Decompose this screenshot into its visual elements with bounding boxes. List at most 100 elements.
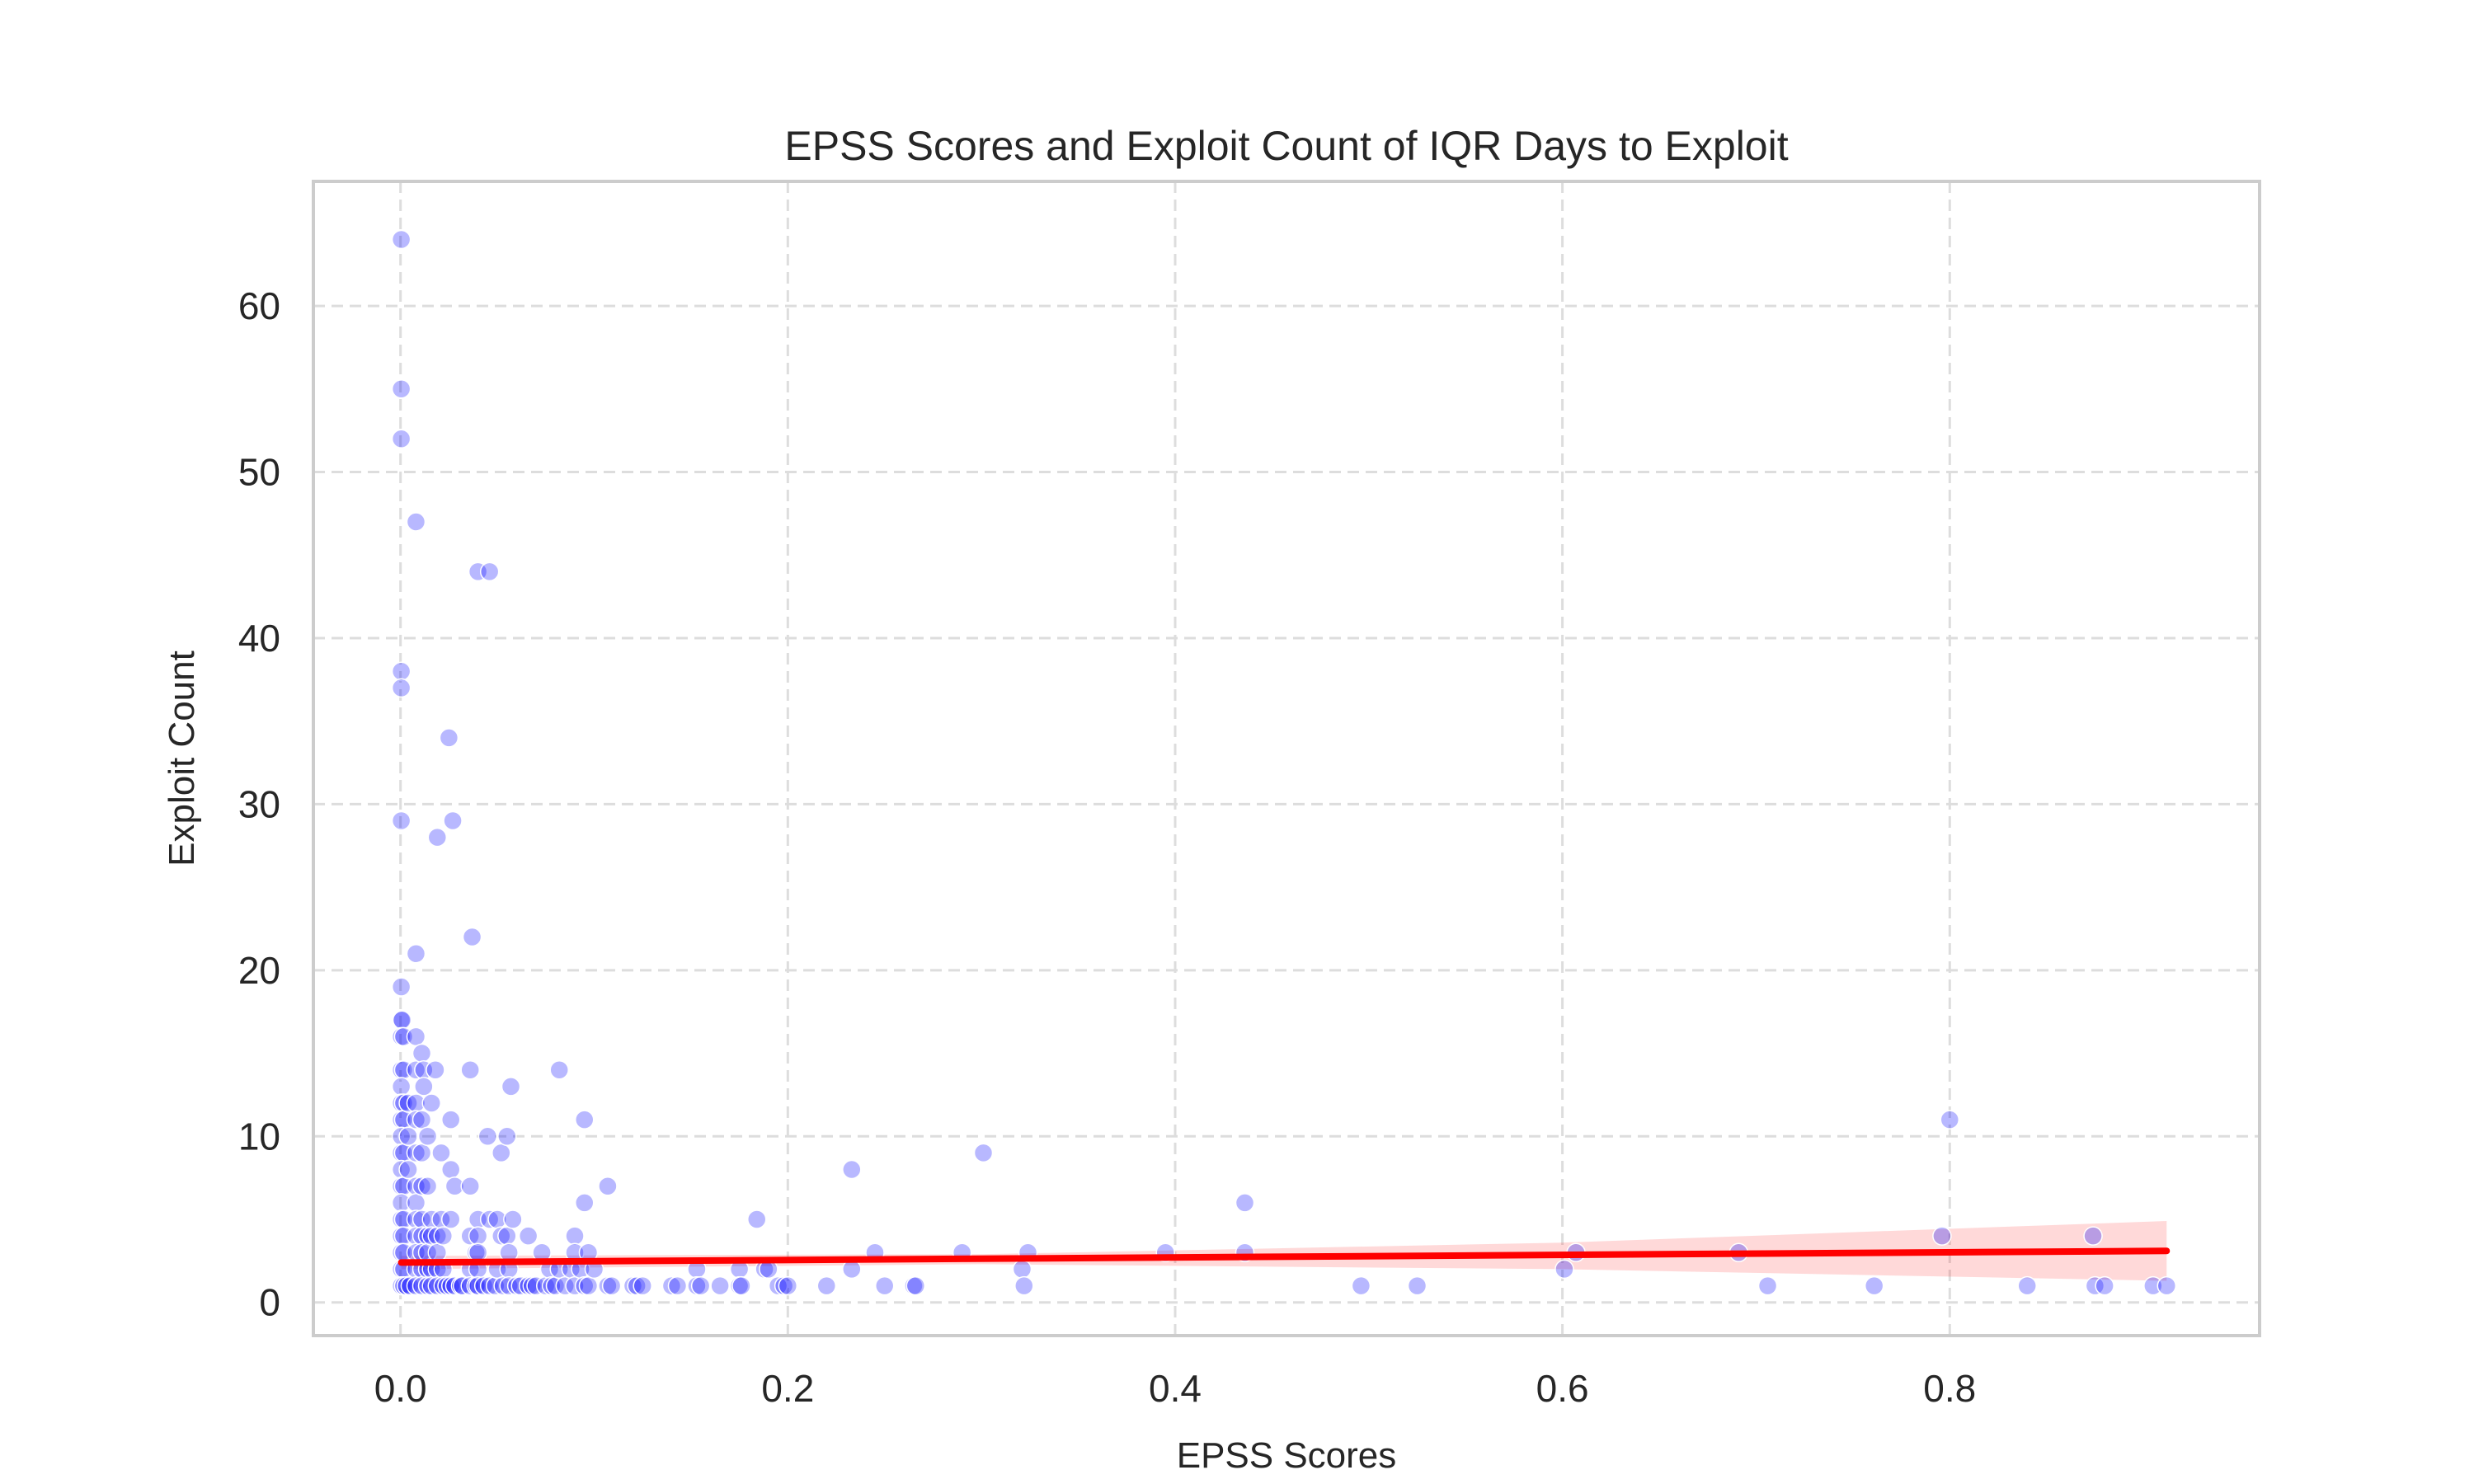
data-point bbox=[426, 1059, 445, 1080]
data-point bbox=[598, 1176, 618, 1196]
data-point bbox=[460, 1059, 480, 1080]
data-point bbox=[973, 1143, 994, 1163]
data-point bbox=[460, 1176, 480, 1196]
data-point bbox=[406, 512, 426, 532]
data-point bbox=[431, 1143, 451, 1163]
data-point bbox=[391, 1159, 412, 1180]
data-point bbox=[412, 1176, 432, 1196]
data-point bbox=[444, 1176, 465, 1196]
data-point bbox=[1940, 1110, 1960, 1129]
data-point bbox=[565, 1226, 585, 1246]
data-point bbox=[492, 1226, 511, 1246]
data-point bbox=[439, 728, 459, 748]
data-point bbox=[391, 678, 412, 698]
data-point bbox=[492, 1143, 511, 1163]
data-point bbox=[427, 827, 448, 848]
data-point bbox=[406, 1176, 426, 1196]
data-point bbox=[398, 1093, 418, 1113]
data-point bbox=[2017, 1275, 2037, 1296]
data-point bbox=[1014, 1275, 1034, 1296]
data-point bbox=[440, 1209, 461, 1229]
data-point bbox=[391, 429, 412, 448]
data-point bbox=[477, 1126, 498, 1147]
data-point bbox=[518, 1226, 539, 1246]
x-axis-label: EPSS Scores bbox=[1177, 1435, 1397, 1476]
data-point bbox=[479, 561, 500, 582]
data-point bbox=[1407, 1275, 1427, 1296]
regression-line-layer bbox=[397, 1247, 2171, 1266]
data-point bbox=[710, 1275, 730, 1296]
x-tick-label: 0.6 bbox=[1536, 1367, 1589, 1410]
data-point bbox=[468, 561, 488, 582]
data-point bbox=[398, 1126, 418, 1147]
y-tick-label: 0 bbox=[259, 1281, 280, 1324]
data-point bbox=[468, 1209, 488, 1229]
data-point bbox=[414, 1077, 434, 1097]
data-point bbox=[2083, 1226, 2103, 1246]
data-point bbox=[462, 927, 482, 947]
x-tick-label: 0.0 bbox=[374, 1367, 427, 1410]
data-point bbox=[440, 1159, 461, 1180]
data-point bbox=[549, 1059, 569, 1080]
data-point bbox=[460, 1275, 480, 1296]
data-point bbox=[747, 1209, 767, 1229]
data-point bbox=[485, 1275, 506, 1296]
data-point bbox=[406, 1143, 426, 1163]
x-tick-label: 0.4 bbox=[1149, 1367, 1202, 1410]
data-point bbox=[391, 379, 412, 399]
y-tick-label: 50 bbox=[238, 451, 280, 494]
data-point bbox=[453, 1275, 473, 1296]
data-point bbox=[2143, 1275, 2163, 1296]
data-point bbox=[503, 1209, 523, 1229]
regression-line bbox=[397, 1247, 2171, 1266]
data-point bbox=[874, 1275, 895, 1296]
data-point bbox=[427, 1242, 448, 1263]
data-point bbox=[412, 1143, 432, 1163]
data-point bbox=[1932, 1226, 1952, 1246]
chart-title: EPSS Scores and Exploit Count of IQR Day… bbox=[784, 123, 1788, 169]
data-point bbox=[440, 1110, 461, 1129]
data-point bbox=[690, 1275, 711, 1296]
data-point bbox=[468, 1226, 488, 1246]
data-point bbox=[391, 977, 412, 997]
data-point bbox=[406, 943, 426, 964]
data-point bbox=[1351, 1275, 1371, 1296]
y-tick-label: 60 bbox=[238, 284, 280, 327]
data-point bbox=[391, 1193, 412, 1213]
x-axis-ticks: 0.0 0.2 0.4 0.6 0.8 bbox=[374, 1367, 1977, 1410]
x-tick-label: 0.2 bbox=[761, 1367, 814, 1410]
data-point bbox=[479, 1275, 500, 1296]
data-point bbox=[406, 1193, 426, 1213]
data-point bbox=[391, 810, 412, 831]
data-point bbox=[510, 1275, 531, 1296]
data-point bbox=[421, 1093, 441, 1113]
y-axis-ticks: 0 10 20 30 40 50 60 bbox=[238, 284, 280, 1324]
data-point bbox=[473, 1275, 494, 1296]
data-point bbox=[2095, 1275, 2114, 1296]
data-point bbox=[479, 1209, 500, 1229]
data-point bbox=[406, 1110, 426, 1129]
y-tick-label: 40 bbox=[238, 617, 280, 660]
data-point bbox=[816, 1275, 837, 1296]
data-point bbox=[1012, 1259, 1032, 1280]
data-point bbox=[406, 1026, 426, 1047]
data-point bbox=[575, 1110, 595, 1129]
data-point bbox=[391, 229, 412, 250]
data-point bbox=[417, 1126, 438, 1147]
data-point bbox=[392, 1010, 412, 1031]
data-point bbox=[414, 1059, 434, 1080]
confidence-band bbox=[401, 1221, 2167, 1281]
data-point bbox=[578, 1275, 599, 1296]
y-axis-label: Exploit Count bbox=[162, 650, 202, 866]
data-point bbox=[497, 1226, 517, 1246]
data-point bbox=[633, 1275, 652, 1296]
data-point bbox=[412, 1043, 432, 1064]
data-point bbox=[1235, 1193, 1255, 1213]
data-point bbox=[417, 1176, 438, 1196]
data-point bbox=[731, 1275, 751, 1296]
data-point bbox=[661, 1275, 682, 1296]
data-point bbox=[501, 1077, 521, 1097]
data-point bbox=[443, 810, 463, 831]
data-point bbox=[499, 1275, 519, 1296]
